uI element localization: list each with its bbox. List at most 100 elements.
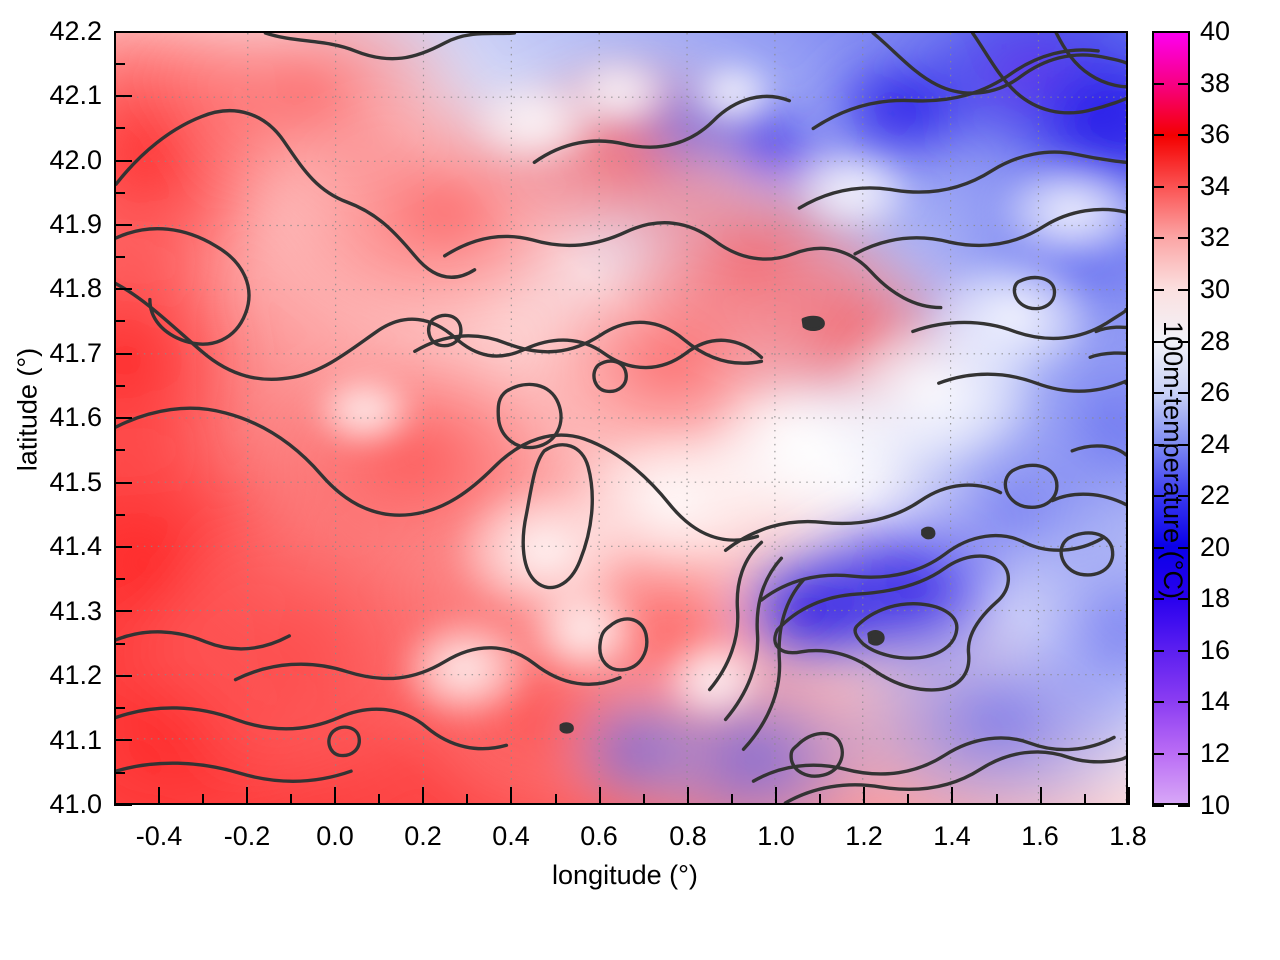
y-major-tick	[114, 804, 132, 806]
x-tick-label: 1.2	[845, 821, 883, 851]
y-minor-tick	[114, 320, 125, 322]
colorbar-tick	[1178, 83, 1190, 85]
colorbar-tick	[1178, 134, 1190, 136]
x-tick-label: 1.6	[1021, 821, 1059, 851]
x-major-tick	[334, 787, 336, 805]
colorbar-tick	[1178, 701, 1190, 703]
colorbar-tick	[1152, 495, 1164, 497]
y-minor-tick	[114, 578, 125, 580]
y-minor-tick	[114, 449, 125, 451]
colorbar-tick	[1152, 650, 1164, 652]
y-axis-title: latitude (°)	[12, 347, 43, 472]
colorbar-tick	[1152, 83, 1164, 85]
y-major-tick	[114, 546, 132, 548]
y-tick-label: 42.0	[49, 145, 102, 175]
colorbar-tick-label: 12	[1200, 738, 1231, 768]
x-minor-tick	[996, 794, 998, 805]
colorbar-tick	[1178, 341, 1190, 343]
colorbar-tick	[1178, 444, 1190, 446]
x-tick-label: 1.8	[1109, 821, 1147, 851]
x-major-tick	[951, 787, 953, 805]
contour-lines	[116, 33, 1126, 803]
x-minor-tick	[819, 794, 821, 805]
x-minor-tick	[290, 794, 292, 805]
x-minor-tick	[555, 794, 557, 805]
colorbar-tick	[1152, 186, 1164, 188]
y-minor-tick	[114, 63, 125, 65]
y-minor-tick	[114, 514, 125, 516]
colorbar-tick-label: 38	[1200, 68, 1231, 98]
x-major-tick	[863, 787, 865, 805]
y-tick-label: 41.6	[49, 402, 102, 432]
x-major-tick	[1040, 787, 1042, 805]
y-major-tick	[114, 95, 132, 97]
y-tick-label: 41.7	[49, 338, 102, 368]
y-major-tick	[114, 739, 132, 741]
y-major-tick	[114, 675, 132, 677]
y-major-tick	[114, 417, 132, 419]
x-minor-tick	[643, 794, 645, 805]
x-major-tick	[422, 787, 424, 805]
x-major-tick	[246, 787, 248, 805]
colorbar-tick	[1178, 237, 1190, 239]
y-major-tick	[114, 288, 132, 290]
colorbar-tick-label: 34	[1200, 171, 1231, 201]
colorbar-tick	[1152, 392, 1164, 394]
y-major-tick	[114, 31, 132, 33]
x-tick-label: 0.4	[492, 821, 530, 851]
colorbar-tick	[1152, 701, 1164, 703]
y-minor-tick	[114, 643, 125, 645]
colorbar-tick-label: 40	[1200, 16, 1231, 46]
colorbar-tick	[1178, 392, 1190, 394]
y-major-tick	[114, 610, 132, 612]
y-minor-tick	[114, 256, 125, 258]
x-major-tick	[775, 787, 777, 805]
colorbar-tick	[1178, 805, 1190, 807]
colorbar-tick-label: 20	[1200, 532, 1231, 562]
colorbar-tick-label: 28	[1200, 326, 1231, 356]
colorbar-tick	[1178, 598, 1190, 600]
colorbar-tick	[1152, 289, 1164, 291]
y-tick-label: 41.8	[49, 273, 102, 303]
map-plot-area	[114, 31, 1128, 805]
x-minor-tick	[202, 794, 204, 805]
colorbar-tick	[1152, 547, 1164, 549]
y-tick-label: 41.1	[49, 725, 102, 755]
colorbar-tick	[1178, 547, 1190, 549]
colorbar-tick	[1152, 237, 1164, 239]
y-minor-tick	[114, 385, 125, 387]
x-minor-tick	[907, 794, 909, 805]
colorbar-tick	[1178, 289, 1190, 291]
y-major-tick	[114, 353, 132, 355]
y-major-tick	[114, 160, 132, 162]
y-tick-label: 41.5	[49, 467, 102, 497]
x-major-tick	[599, 787, 601, 805]
colorbar-tick-label: 30	[1200, 274, 1231, 304]
colorbar-tick	[1152, 341, 1164, 343]
temperature-field	[116, 33, 1126, 803]
x-tick-label: 0.0	[316, 821, 354, 851]
colorbar-tick	[1178, 650, 1190, 652]
y-minor-tick	[114, 707, 125, 709]
x-tick-label: 1.4	[933, 821, 971, 851]
colorbar-tick-label: 26	[1200, 377, 1231, 407]
y-tick-label: 42.1	[49, 80, 102, 110]
x-axis-title: longitude (°)	[552, 860, 698, 890]
x-tick-label: -0.4	[135, 821, 183, 851]
x-tick-label: 1.0	[757, 821, 795, 851]
colorbar-title: 100m-temperature (°C)	[1158, 321, 1188, 599]
x-tick-label: -0.2	[223, 821, 271, 851]
x-minor-tick	[1084, 794, 1086, 805]
colorbar-tick	[1152, 753, 1164, 755]
x-minor-tick	[731, 794, 733, 805]
colorbar-tick-label: 18	[1200, 583, 1231, 613]
x-major-tick	[1128, 787, 1130, 805]
y-tick-label: 41.9	[49, 209, 102, 239]
x-tick-label: 0.6	[580, 821, 618, 851]
colorbar-tick-label: 22	[1200, 480, 1231, 510]
y-minor-tick	[114, 192, 125, 194]
colorbar-tick	[1152, 444, 1164, 446]
y-tick-label: 42.2	[49, 16, 102, 46]
y-tick-label: 41.0	[49, 789, 102, 819]
